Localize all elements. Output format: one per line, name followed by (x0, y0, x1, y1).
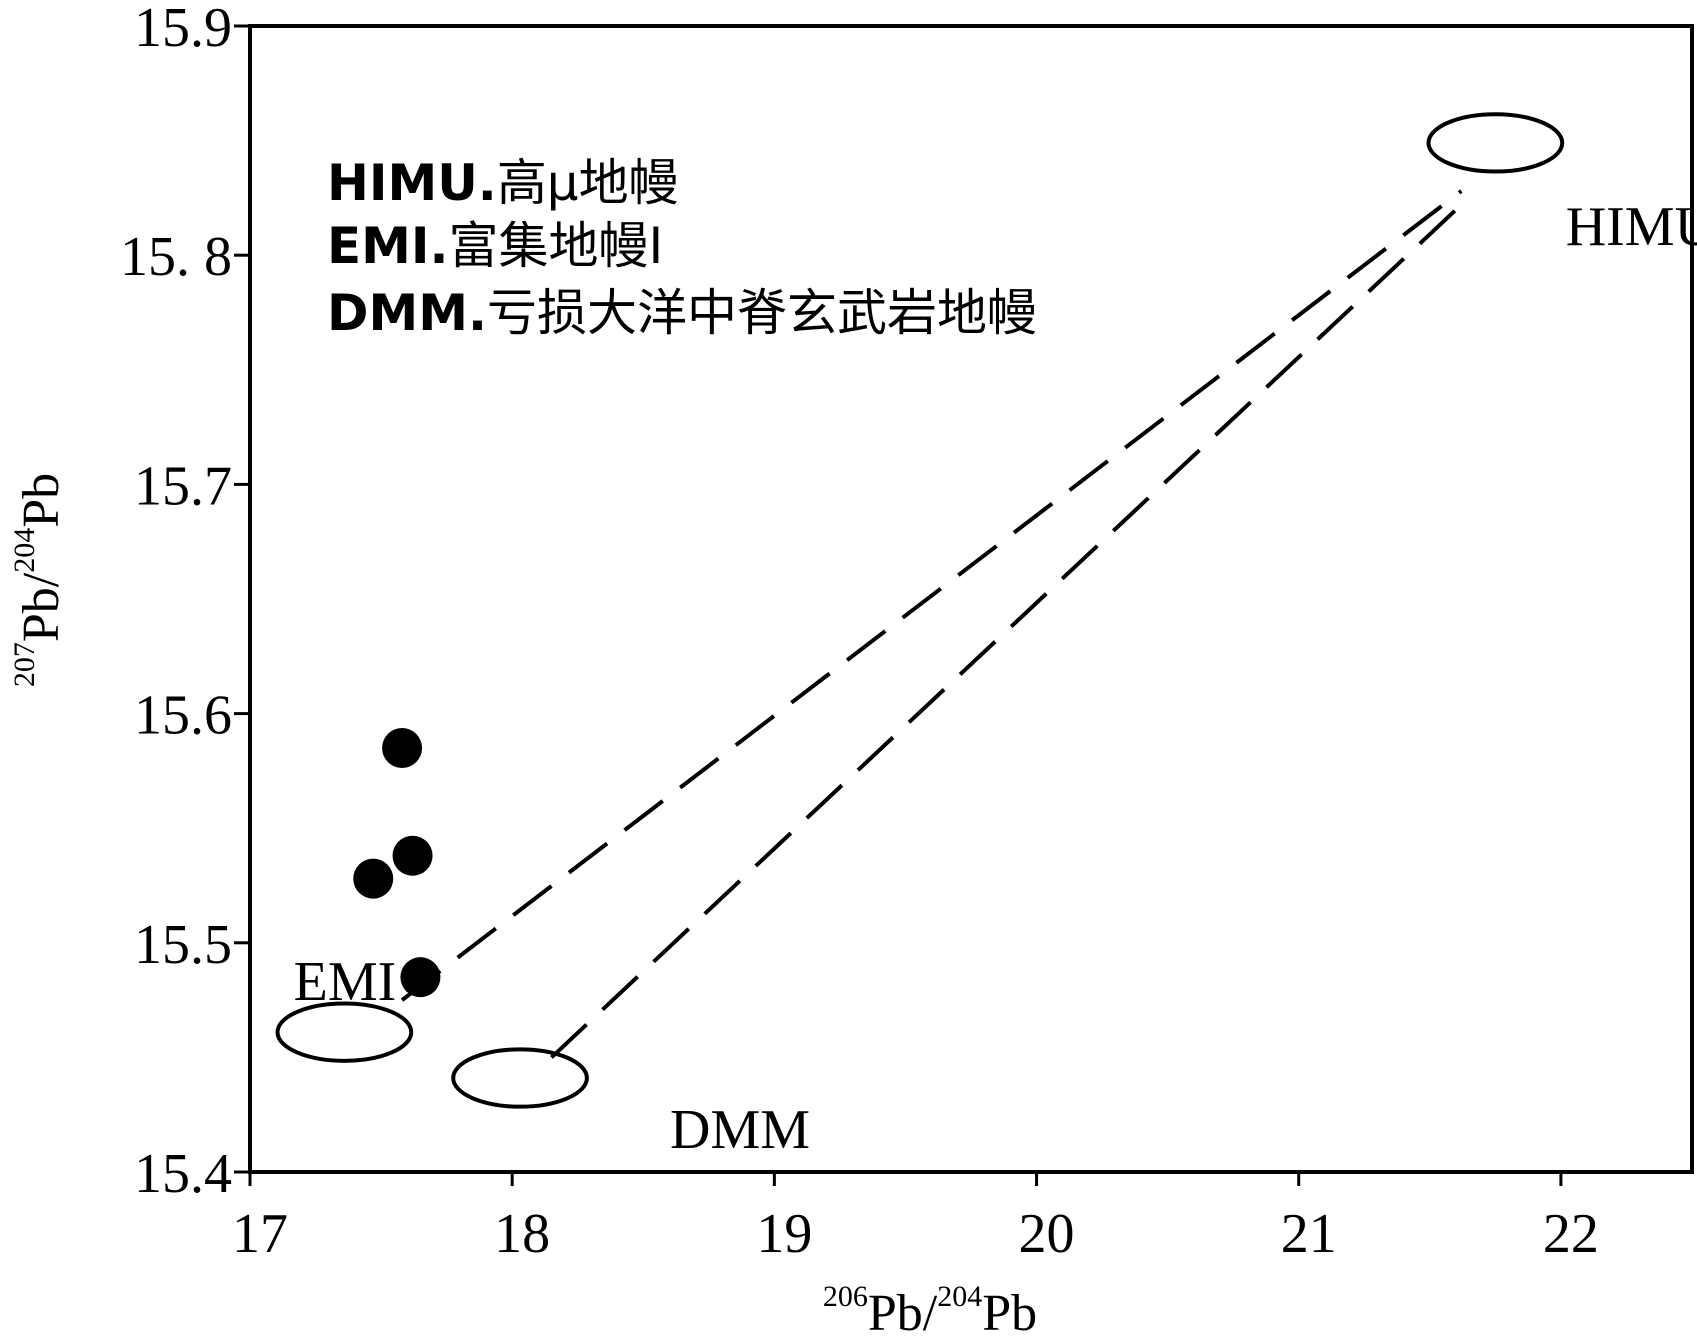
field-label-himu: HIMU (1566, 196, 1697, 258)
data-point (353, 858, 394, 899)
x-tick-label: 17 (232, 1203, 288, 1265)
y-tick-label: 15.4 (134, 1143, 232, 1205)
mixing-line-emi (400, 189, 1463, 1002)
y-tick-label: 15.6 (134, 685, 232, 747)
legend-entry-dmm: DMM.亏损大洋中脊玄武岩地幔 (327, 284, 1037, 342)
legend-entry-emi: EMI.富集地幔Ⅰ (327, 217, 663, 275)
field-ellipse-himu (1426, 112, 1565, 174)
field-ellipse-emi (275, 1001, 414, 1063)
x-axis-ticks: 17 18 19 20 21 22 (232, 1172, 1599, 1265)
y-axis-ticks: 15.4 15.5 15.6 15.7 15. 8 15.9 (120, 0, 250, 1205)
plot-frame (248, 24, 1694, 1174)
legend-code-emi: EMI. (327, 217, 449, 275)
legend-text-dmm: 亏损大洋中脊玄武岩地幔 (487, 284, 1037, 342)
x-tick-label: 22 (1543, 1203, 1599, 1265)
x-tick-label: 20 (1019, 1203, 1075, 1265)
y-tick-label: 15.9 (134, 0, 232, 59)
x-tick-label: 18 (494, 1203, 550, 1265)
x-axis-label: 206Pb/204Pb (823, 1280, 1037, 1342)
y-axis-label-base2: Pb (13, 473, 70, 528)
y-axis-label-sup1: 207 (8, 642, 41, 687)
x-tick-label: 19 (756, 1203, 812, 1265)
data-point (400, 957, 441, 998)
legend: HIMU.高μ地幔 EMI.富集地幔Ⅰ DMM.亏损大洋中脊玄武岩地幔 (327, 154, 1037, 342)
x-tick-label: 21 (1281, 1203, 1337, 1265)
legend-text-emi: 富集地幔Ⅰ (449, 217, 664, 275)
field-label-emi: EMI (294, 951, 397, 1013)
legend-code-himu: HIMU. (327, 154, 497, 212)
y-axis-label-sup2: 204 (8, 528, 41, 573)
legend-text-himu: 高μ地幔 (497, 154, 679, 212)
x-axis-label-base1: Pb/ (868, 1285, 938, 1342)
y-tick-label: 15.5 (134, 914, 232, 976)
x-axis-label-sup1: 206 (823, 1280, 868, 1313)
legend-entry-himu: HIMU.高μ地幔 (327, 154, 679, 212)
x-axis-label-base2: Pb (982, 1285, 1037, 1342)
data-point (392, 835, 433, 876)
x-axis-label-sup2: 204 (937, 1280, 982, 1313)
mixing-lines (400, 189, 1463, 1059)
y-axis-label-base1: Pb/ (13, 572, 70, 642)
y-tick-label: 15.7 (134, 455, 232, 517)
mantle-end-member-fields: EMI DMM HIMU (275, 112, 1697, 1161)
y-axis-label: 207Pb/204Pb (8, 473, 70, 687)
field-label-dmm: DMM (670, 1099, 810, 1161)
data-points (353, 727, 441, 998)
legend-code-dmm: DMM. (327, 284, 487, 342)
field-ellipse-dmm (451, 1047, 589, 1109)
data-point (382, 727, 423, 768)
y-tick-label: 15. 8 (120, 226, 232, 288)
